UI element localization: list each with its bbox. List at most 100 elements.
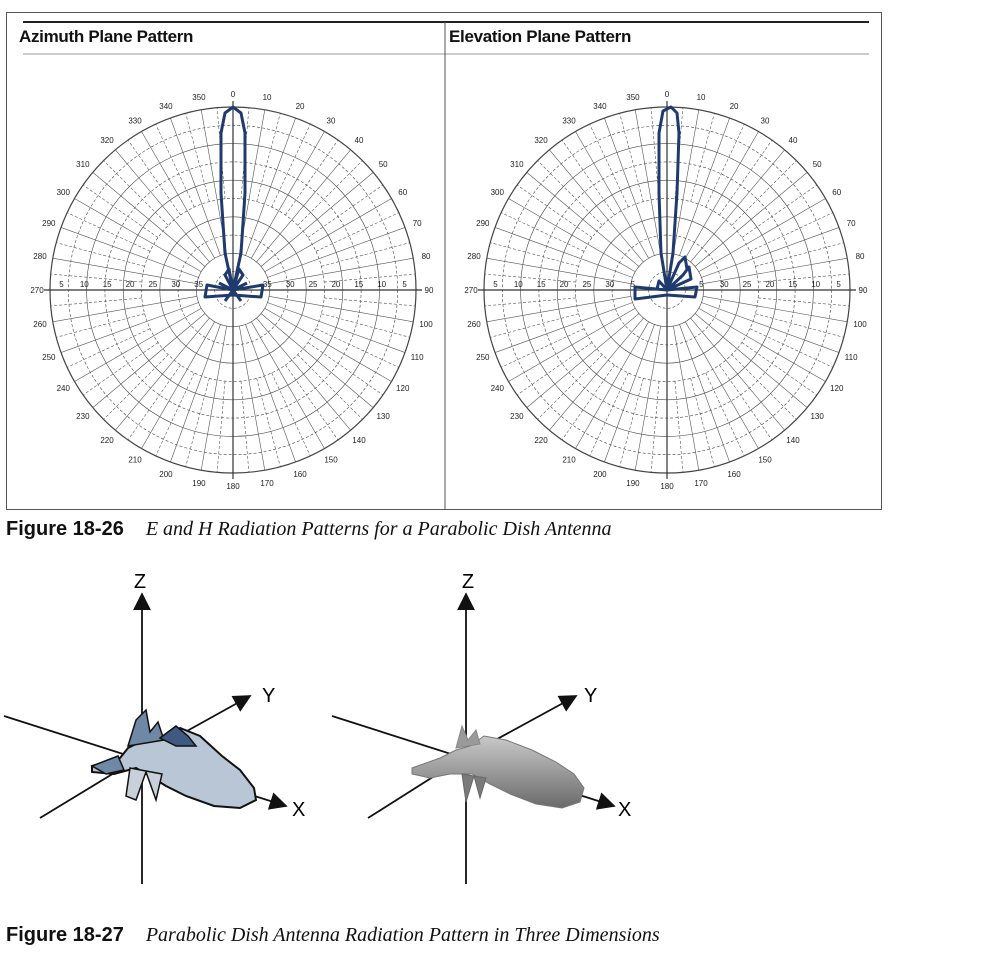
right-db-label: 15 (788, 280, 797, 289)
left-radial-line (74, 198, 202, 272)
left-radial-line (60, 302, 199, 353)
left-radial-line (321, 313, 410, 338)
left-radial-line (185, 378, 210, 467)
right-radial-line (494, 302, 633, 353)
left-radial-line (60, 227, 199, 278)
left-radial-line (251, 131, 325, 259)
right-radial-line (501, 212, 585, 252)
left-angle-label: 260 (33, 320, 47, 329)
right-db-label: 20 (560, 280, 569, 289)
right-angle-label: 270 (464, 286, 478, 295)
right-radial-line (741, 184, 818, 238)
left-radial-line (324, 273, 416, 283)
left-radial-line (260, 172, 374, 267)
lower-side-lobes (125, 767, 163, 803)
right-angle-label: 100 (853, 320, 867, 329)
left-db-label: 20 (126, 280, 135, 289)
right-angle-label: 130 (810, 412, 824, 421)
right-angle-label: 340 (593, 102, 607, 111)
right-radial-line (679, 117, 730, 256)
right-angle-label: 290 (476, 219, 490, 228)
left-z-label: Z (134, 571, 146, 593)
right-db-label: 30 (720, 280, 729, 289)
left-db-label: 15 (103, 280, 112, 289)
right-radial-line (758, 273, 850, 283)
right-radial-line (619, 113, 644, 202)
polar-figure: 0 10 20 30 40 50 60 70 80 90 100 110 120 130 140 150 160… (6, 12, 882, 510)
right-radial-line (731, 160, 797, 226)
right-angle-label: 210 (562, 456, 576, 465)
right-radial-line (604, 117, 655, 256)
right-radial-line (575, 131, 649, 259)
right-angle-label: 0 (665, 90, 670, 99)
right-angle-label: 150 (758, 456, 772, 465)
gray-main-lobe (411, 735, 585, 809)
left-radial-line (256, 317, 351, 431)
left-radial-line (256, 149, 351, 263)
right-radial-line (679, 324, 730, 463)
right-radial-line (673, 109, 700, 255)
left-db-label: 30 (171, 280, 180, 289)
right-db-label: 15 (537, 280, 546, 289)
right-radial-line (604, 324, 655, 463)
left-angle-label: 210 (128, 456, 142, 465)
left-radial-line (267, 227, 406, 278)
right-db-label: 25 (582, 280, 591, 289)
right-radial-line (685, 131, 759, 259)
right-angle-label: 10 (697, 93, 706, 102)
left-radiation-trace (203, 105, 265, 302)
right-db-label: 5 (630, 280, 635, 289)
left-angle-label: 100 (419, 320, 433, 329)
right-x-label: X (618, 799, 631, 821)
gray-3d-pattern (331, 592, 616, 884)
left-angle-label: 20 (296, 102, 305, 111)
right-radial-line (619, 378, 644, 467)
right-angle-label: 260 (467, 320, 481, 329)
left-db-label: 5 (59, 280, 64, 289)
left-angle-label: 220 (100, 436, 114, 445)
left-angle-label: 80 (422, 252, 431, 261)
left-radial-line (307, 342, 384, 396)
left-radial-line (155, 124, 195, 208)
right-db-label: 5 (493, 280, 498, 289)
right-radial-line (719, 139, 773, 216)
right-radial-line (698, 308, 826, 382)
right-angle-label: 80 (856, 252, 865, 261)
back-lobe (90, 755, 126, 775)
left-radial-line (297, 160, 363, 226)
right-radial-line (702, 257, 848, 284)
right-radial-line (484, 273, 576, 283)
right-radial-line (698, 198, 826, 272)
left-db-label: 10 (377, 280, 386, 289)
left-radial-line (82, 184, 159, 238)
right-radial-line (634, 109, 661, 255)
right-radial-line (484, 297, 576, 307)
right-angle-label: 40 (789, 136, 798, 145)
right-angle-label: 60 (832, 188, 841, 197)
right-angle-label: 120 (830, 384, 844, 393)
right-angle-label: 350 (626, 93, 640, 102)
right-radiation-trace (633, 105, 699, 301)
figure-26-text: E and H Radiation Patterns for a Parabol… (145, 518, 612, 540)
right-radial-line (537, 160, 603, 226)
left-angle-label: 340 (159, 102, 173, 111)
right-radial-line (526, 172, 640, 267)
left-radial-line (268, 257, 414, 284)
left-radial-line (297, 354, 363, 420)
right-db-label: 10 (811, 280, 820, 289)
right-db-label: 5 (836, 280, 841, 289)
left-angle-label: 70 (413, 219, 422, 228)
left-radial-line (315, 212, 399, 252)
right-radial-line (705, 372, 745, 456)
right-radial-line (494, 227, 633, 278)
left-radial-line (141, 321, 215, 449)
polar-figure-svg: 0 102030405060708090100110120130140150160… (23, 21, 869, 509)
left-angle-label: 240 (57, 384, 71, 393)
right-radial-line (719, 364, 773, 441)
right-angle-label: 250 (476, 353, 490, 362)
left-db-label: 35 (194, 280, 203, 289)
left-radial-line (74, 308, 202, 382)
left-radial-line (324, 297, 416, 307)
left-radial-line (115, 149, 210, 263)
right-y-label: Y (584, 685, 597, 707)
